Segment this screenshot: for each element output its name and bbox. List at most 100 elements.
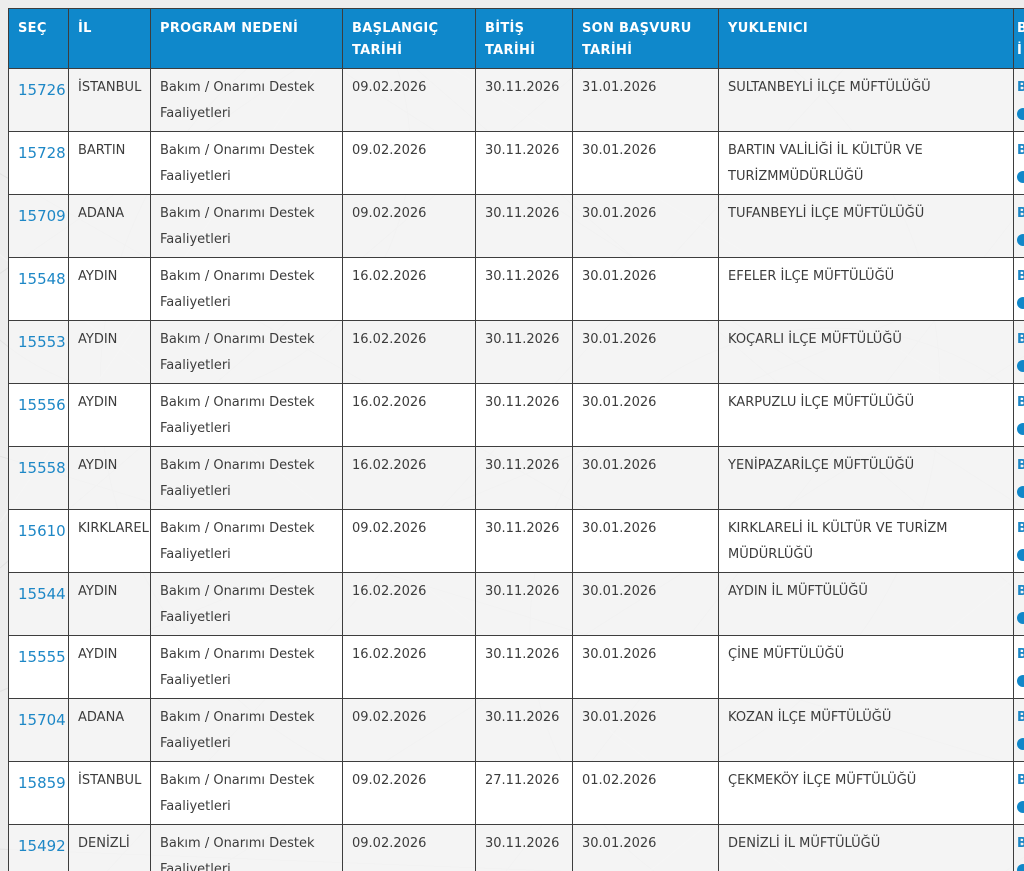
cell-baslangic-tarihi: 09.02.2026: [342, 509, 476, 574]
program-id-link[interactable]: 15544: [18, 585, 66, 604]
cell-baslangic-tarihi: 09.02.2026: [342, 194, 476, 259]
program-id-link[interactable]: 15548: [18, 270, 66, 289]
status-circle-icon[interactable]: [1017, 486, 1024, 499]
cell-il: DENİZLİ: [68, 824, 151, 871]
cell-il: İSTANBUL: [68, 68, 151, 133]
program-id-link[interactable]: 15558: [18, 459, 66, 478]
table-row: 15704 ADANA Bakım / Onarımı Destek Faali…: [8, 698, 1024, 763]
cell-son-basvuru-tarihi: 30.01.2026: [572, 698, 719, 763]
apply-link-truncated[interactable]: B: [1017, 768, 1024, 794]
cell-sec: 15558: [8, 446, 69, 511]
status-circle-icon[interactable]: [1017, 549, 1024, 562]
header-il: İL: [68, 7, 151, 70]
program-id-link[interactable]: 15728: [18, 144, 66, 163]
header-islem-truncated: B İ: [1013, 7, 1024, 70]
apply-link-truncated[interactable]: B: [1017, 705, 1024, 731]
cell-sec: 15610: [8, 509, 69, 574]
cell-sec: 15544: [8, 572, 69, 637]
cell-sec: 15492: [8, 824, 69, 871]
apply-link-truncated[interactable]: B: [1017, 138, 1024, 164]
apply-link-truncated[interactable]: B: [1017, 390, 1024, 416]
apply-link-truncated[interactable]: B: [1017, 264, 1024, 290]
cell-islem-truncated: B: [1013, 383, 1024, 448]
status-circle-icon[interactable]: [1017, 171, 1024, 184]
apply-link-truncated[interactable]: B: [1017, 579, 1024, 605]
status-circle-icon[interactable]: [1017, 360, 1024, 373]
cell-sec: 15555: [8, 635, 69, 700]
cell-yuklenici: KIRKLARELİ İL KÜLTÜR VE TURİZM MÜDÜRLÜĞÜ: [718, 509, 1014, 574]
table-header: SEÇ İL PROGRAM NEDENİ BAŞLANGIÇ TARİHİ B…: [8, 7, 1024, 70]
cell-program-nedeni: Bakım / Onarımı Destek Faaliyetleri: [150, 572, 343, 637]
header-son-basvuru-tarihi: SON BAŞVURU TARİHİ: [572, 7, 719, 70]
program-id-link[interactable]: 15492: [18, 837, 66, 856]
cell-il: KIRKLARELİ: [68, 509, 151, 574]
cell-bitis-tarihi: 30.11.2026: [475, 572, 573, 637]
header-islem-line1: B: [1017, 18, 1024, 40]
cell-son-basvuru-tarihi: 30.01.2026: [572, 131, 719, 196]
header-program-nedeni: PROGRAM NEDENİ: [150, 7, 343, 70]
apply-link-truncated[interactable]: B: [1017, 327, 1024, 353]
program-id-link[interactable]: 15726: [18, 81, 66, 100]
table-row: 15556 AYDIN Bakım / Onarımı Destek Faali…: [8, 383, 1024, 448]
cell-islem-truncated: B: [1013, 194, 1024, 259]
cell-baslangic-tarihi: 09.02.2026: [342, 761, 476, 826]
cell-son-basvuru-tarihi: 30.01.2026: [572, 572, 719, 637]
cell-program-nedeni: Bakım / Onarımı Destek Faaliyetleri: [150, 698, 343, 763]
cell-program-nedeni: Bakım / Onarımı Destek Faaliyetleri: [150, 635, 343, 700]
apply-link-truncated[interactable]: B: [1017, 642, 1024, 668]
cell-yuklenici: KOZAN İLÇE MÜFTÜLÜĞÜ: [718, 698, 1014, 763]
cell-yuklenici: BARTIN VALİLİĞİ İL KÜLTÜR VE TURİZMMÜDÜR…: [718, 131, 1014, 196]
apply-link-truncated[interactable]: B: [1017, 201, 1024, 227]
cell-son-basvuru-tarihi: 01.02.2026: [572, 761, 719, 826]
status-circle-icon[interactable]: [1017, 675, 1024, 688]
cell-bitis-tarihi: 30.11.2026: [475, 824, 573, 871]
cell-baslangic-tarihi: 09.02.2026: [342, 131, 476, 196]
cell-yuklenici: KARPUZLU İLÇE MÜFTÜLÜĞÜ: [718, 383, 1014, 448]
cell-islem-truncated: B: [1013, 257, 1024, 322]
status-circle-icon[interactable]: [1017, 234, 1024, 247]
cell-il: AYDIN: [68, 383, 151, 448]
cell-baslangic-tarihi: 16.02.2026: [342, 572, 476, 637]
program-id-link[interactable]: 15610: [18, 522, 66, 541]
status-circle-icon[interactable]: [1017, 801, 1024, 814]
status-circle-icon[interactable]: [1017, 864, 1024, 871]
header-islem-line2: İ: [1017, 43, 1023, 59]
cell-yuklenici: EFELER İLÇE MÜFTÜLÜĞÜ: [718, 257, 1014, 322]
cell-yuklenici: KOÇARLI İLÇE MÜFTÜLÜĞÜ: [718, 320, 1014, 385]
program-id-link[interactable]: 15709: [18, 207, 66, 226]
cell-bitis-tarihi: 30.11.2026: [475, 383, 573, 448]
cell-islem-truncated: B: [1013, 446, 1024, 511]
program-id-link[interactable]: 15859: [18, 774, 66, 793]
table-row: 15726 İSTANBUL Bakım / Onarımı Destek Fa…: [8, 68, 1024, 133]
header-sec: SEÇ: [8, 7, 69, 70]
program-id-link[interactable]: 15556: [18, 396, 66, 415]
cell-islem-truncated: B: [1013, 68, 1024, 133]
programs-table: SEÇ İL PROGRAM NEDENİ BAŞLANGIÇ TARİHİ B…: [8, 7, 1024, 871]
apply-link-truncated[interactable]: B: [1017, 453, 1024, 479]
cell-son-basvuru-tarihi: 30.01.2026: [572, 824, 719, 871]
cell-program-nedeni: Bakım / Onarımı Destek Faaliyetleri: [150, 194, 343, 259]
header-bitis-tarihi: BİTİŞ TARİHİ: [475, 7, 573, 70]
status-circle-icon[interactable]: [1017, 297, 1024, 310]
cell-bitis-tarihi: 27.11.2026: [475, 761, 573, 826]
apply-link-truncated[interactable]: B: [1017, 75, 1024, 101]
program-id-link[interactable]: 15555: [18, 648, 66, 667]
cell-il: BARTIN: [68, 131, 151, 196]
program-id-link[interactable]: 15553: [18, 333, 66, 352]
status-circle-icon[interactable]: [1017, 612, 1024, 625]
status-circle-icon[interactable]: [1017, 738, 1024, 751]
cell-islem-truncated: B: [1013, 824, 1024, 871]
program-id-link[interactable]: 15704: [18, 711, 66, 730]
cell-program-nedeni: Bakım / Onarımı Destek Faaliyetleri: [150, 509, 343, 574]
cell-program-nedeni: Bakım / Onarımı Destek Faaliyetleri: [150, 131, 343, 196]
cell-yuklenici: TUFANBEYLİ İLÇE MÜFTÜLÜĞÜ: [718, 194, 1014, 259]
cell-sec: 15859: [8, 761, 69, 826]
status-circle-icon[interactable]: [1017, 108, 1024, 121]
status-circle-icon[interactable]: [1017, 423, 1024, 436]
cell-bitis-tarihi: 30.11.2026: [475, 257, 573, 322]
cell-il: AYDIN: [68, 572, 151, 637]
cell-il: AYDIN: [68, 320, 151, 385]
apply-link-truncated[interactable]: B: [1017, 516, 1024, 542]
cell-son-basvuru-tarihi: 30.01.2026: [572, 446, 719, 511]
apply-link-truncated[interactable]: B: [1017, 831, 1024, 857]
